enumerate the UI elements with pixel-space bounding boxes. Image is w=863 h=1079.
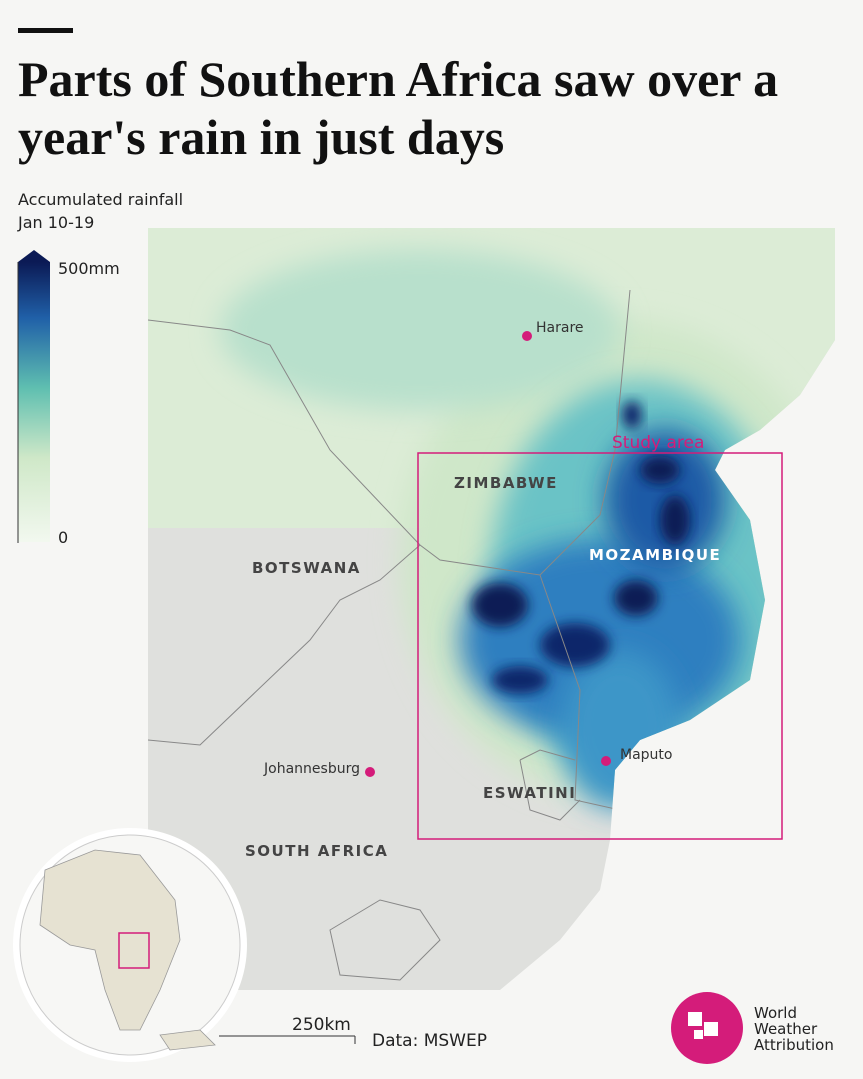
country-label: SOUTH AFRICA — [245, 842, 388, 860]
country-label: ZIMBABWE — [454, 474, 558, 492]
colorbar-max: 500mm — [58, 259, 120, 278]
study-area-box — [417, 452, 783, 840]
land — [148, 228, 835, 990]
title: Parts of Southern Africa saw over a year… — [18, 51, 779, 165]
logo-text: Weather — [754, 1020, 818, 1038]
colorbar-cap — [18, 250, 50, 262]
study-area-label: Study area — [612, 433, 704, 453]
city-dot — [601, 756, 611, 766]
colorbar — [18, 262, 50, 542]
city-dot — [365, 767, 375, 777]
accent-bar — [18, 28, 73, 33]
city-dot — [522, 331, 532, 341]
source: Data: MSWEP — [372, 1031, 487, 1051]
scale-label: 250km — [292, 1015, 351, 1035]
legend-title: Accumulated rainfall — [18, 190, 184, 209]
city-label: Maputo — [620, 747, 672, 763]
country-label: ESWATINI — [483, 784, 576, 802]
country-label: MOZAMBIQUE — [589, 546, 721, 564]
country-label: BOTSWANA — [252, 559, 361, 577]
logo-text: World — [754, 1004, 797, 1022]
globe-inset — [13, 828, 247, 1062]
city-label: Johannesburg — [263, 761, 360, 777]
legend-subtitle: Jan 10-19 — [18, 213, 95, 232]
city-label: Harare — [536, 320, 584, 336]
logo-text: Attribution — [754, 1036, 834, 1054]
colorbar-min: 0 — [58, 528, 68, 547]
logo-glyph — [688, 1012, 718, 1039]
